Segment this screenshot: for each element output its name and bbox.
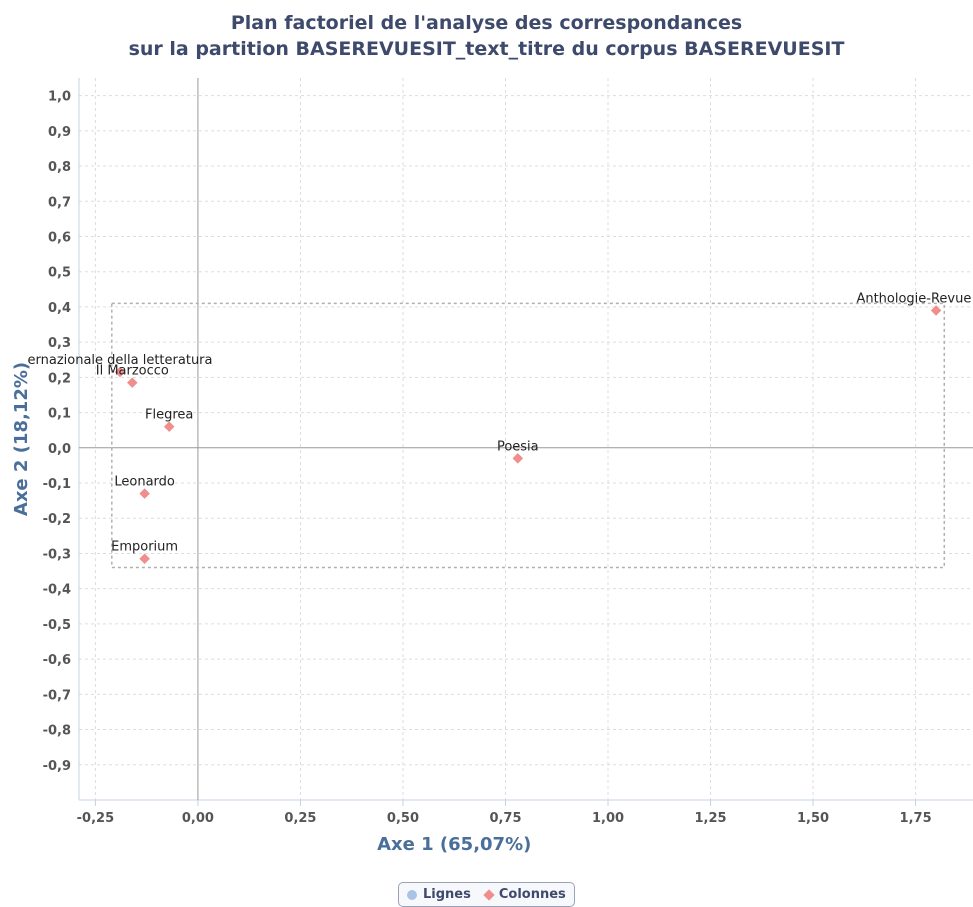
y-tick-label: -0,7 <box>43 688 71 703</box>
points-layer <box>114 304 942 565</box>
y-tick-label: -0,5 <box>43 618 71 633</box>
y-tick-label: -0,8 <box>43 724 71 739</box>
x-tick-label: 1,50 <box>797 811 829 826</box>
x-tick-label: 0,00 <box>182 811 214 826</box>
chart-title: Plan factoriel de l'analyse des correspo… <box>230 12 743 34</box>
y-tick-label: -0,6 <box>43 653 71 668</box>
axis-layer: 1,0 0,9 0,8 0,7 0,6 0,5 0,4 0,3 0,2 0,1 0,0 -0,1 -0,… <box>43 78 973 826</box>
x-axis-title: Axe 1 (65,07%) <box>377 834 531 855</box>
y-tick-label: -0,4 <box>43 583 71 598</box>
y-tick-label: -0,1 <box>43 477 71 492</box>
legend-item-lignes[interactable]: Lignes <box>407 887 471 902</box>
y-tick-label: 0,3 <box>48 336 71 351</box>
y-tick-label: 0,9 <box>48 125 71 140</box>
y-tick-label: 0,2 <box>48 371 71 386</box>
x-tick-label: 1,00 <box>592 811 624 826</box>
y-tick-label: -0,3 <box>43 547 71 562</box>
data-point[interactable] <box>163 420 176 433</box>
x-tick-label: 0,50 <box>387 811 419 826</box>
y-tick-label: 0,0 <box>48 442 71 457</box>
x-tick-label: 0,25 <box>284 811 316 826</box>
data-point[interactable] <box>138 552 151 565</box>
data-point[interactable] <box>138 487 151 500</box>
y-tick-label: 0,8 <box>48 160 71 175</box>
data-point[interactable] <box>511 452 524 465</box>
legend-label-colonnes: Colonnes <box>498 887 566 902</box>
y-tick-label: 0,7 <box>48 195 71 210</box>
y-tick-label: 0,1 <box>48 407 71 422</box>
y-axis-title: Axe 2 (18,12%) <box>11 362 32 516</box>
circle-marker-icon <box>407 889 417 900</box>
point-label: Anthologie-Revue de Fra <box>856 291 973 306</box>
y-tick-label: 1,0 <box>48 90 71 105</box>
data-point[interactable] <box>114 366 126 378</box>
selection-rectangle <box>111 302 946 569</box>
grid-layer <box>79 78 973 800</box>
point-label: Leonardo <box>114 475 175 490</box>
point-labels-layer: Anthologie-Revue de Fra ernazionale della… <box>28 291 973 554</box>
selection-box-layer <box>111 302 946 569</box>
x-tick-label: 1,75 <box>900 811 932 826</box>
y-tick-label: 0,5 <box>48 266 71 281</box>
x-tick-label: 0,75 <box>489 811 521 826</box>
x-tick-label: -0,25 <box>77 811 114 826</box>
legend-item-colonnes[interactable]: Colonnes <box>483 887 566 902</box>
chart-subtitle: sur la partition BASEREVUESIT_text_titre… <box>128 38 845 60</box>
point-label: Emporium <box>111 540 178 555</box>
point-label: ernazionale della letteratura <box>28 353 213 368</box>
x-tick-label: 1,25 <box>695 811 727 826</box>
y-tick-label: -0,2 <box>43 512 71 527</box>
y-tick-label: 0,6 <box>48 230 71 245</box>
y-tick-label: -0,9 <box>43 759 71 774</box>
scatter-plot[interactable]: 1,0 0,9 0,8 0,7 0,6 0,5 0,4 0,3 0,2 0,1 0,0 -0,1 -0,… <box>0 0 973 880</box>
data-point[interactable] <box>126 376 139 389</box>
data-point[interactable] <box>930 304 942 317</box>
chart-legend: Lignes Colonnes <box>398 882 575 907</box>
point-label: Il Marzocco <box>96 364 169 379</box>
legend-label-lignes: Lignes <box>423 887 471 902</box>
diamond-marker-icon <box>483 888 495 901</box>
point-label: Poesia <box>497 439 539 454</box>
y-tick-label: 0,4 <box>48 301 71 316</box>
point-label: Flegrea <box>145 408 193 423</box>
